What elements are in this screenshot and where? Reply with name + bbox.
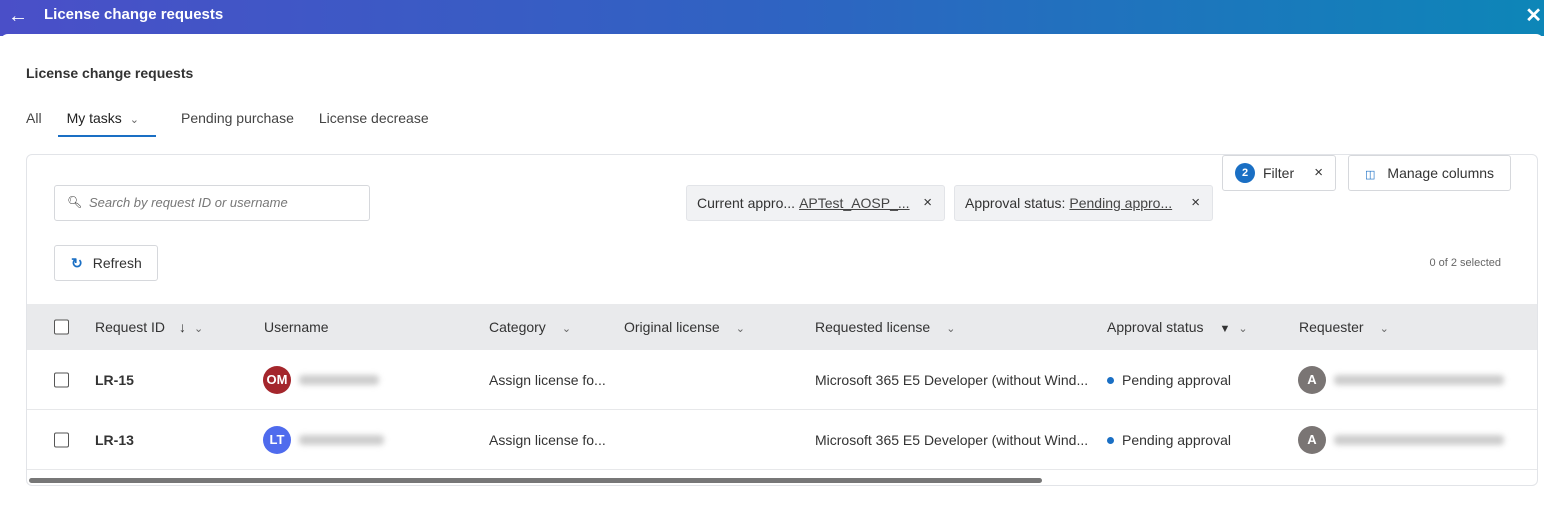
redacted-requester	[1334, 434, 1504, 445]
content-panel	[0, 34, 1544, 514]
chip-value[interactable]: APTest_AOSP_...	[799, 195, 910, 211]
avatar: OM	[263, 365, 291, 394]
column-label: Requested license	[815, 319, 931, 335]
close-icon[interactable]: ×	[923, 194, 932, 211]
table-row[interactable]: LR-13 LT Assign license fo... Microsoft …	[27, 410, 1537, 470]
tab-label: My tasks	[66, 110, 122, 126]
column-header-approval-status[interactable]: Approval status ▼ ⌄	[1107, 319, 1248, 335]
status-text: Pending approval	[1122, 371, 1231, 388]
tab-bar: All My tasks ⌄ Pending purchase License d…	[26, 108, 454, 137]
refresh-button[interactable]: ↻ Refresh	[54, 245, 158, 281]
chevron-down-icon[interactable]: ⌄	[1238, 323, 1248, 335]
column-label: Original license	[624, 319, 720, 335]
chevron-down-icon[interactable]: ⌄	[561, 323, 572, 335]
column-label: Requester	[1299, 319, 1364, 335]
requested-license-cell: Microsoft 365 E5 Developer (without Wind…	[815, 371, 1089, 388]
redacted-requester	[1334, 374, 1504, 385]
search-icon: 🔍︎	[67, 195, 83, 209]
chevron-down-icon[interactable]: ⌄	[735, 323, 745, 335]
chevron-down-icon[interactable]: ⌄	[946, 323, 956, 335]
table-header: Request ID ↓ ⌄ Username Category ⌄ Original…	[27, 304, 1537, 350]
avatar: A	[1298, 425, 1326, 454]
category-cell: Assign license fo...	[489, 371, 606, 388]
search-placeholder: Search by request ID or username	[89, 195, 288, 210]
filter-chip-current-approver[interactable]: Current appro... APTest_AOSP_... ×	[686, 185, 945, 221]
select-all-checkbox[interactable]	[54, 319, 69, 335]
column-header-original-license[interactable]: Original license ⌄	[624, 319, 745, 335]
status-dot	[1107, 377, 1114, 385]
column-header-username[interactable]: Username	[264, 319, 329, 335]
close-icon[interactable]: ×	[1191, 194, 1200, 211]
requests-card: 🔍︎ Search by request ID or username Curre…	[26, 154, 1538, 486]
avatar: A	[1298, 365, 1326, 394]
table-row[interactable]: LR-15 OM Assign license fo... Microsoft …	[27, 350, 1537, 410]
manage-columns-label: Manage columns	[1387, 165, 1495, 181]
chevron-down-icon: ⌄	[129, 114, 140, 126]
row-checkbox[interactable]	[54, 372, 69, 387]
request-id[interactable]: LR-13	[95, 431, 134, 448]
status-text: Pending approval	[1122, 431, 1231, 448]
column-label: Approval status	[1107, 319, 1204, 335]
requester-cell: A	[1298, 425, 1504, 454]
refresh-label: Refresh	[92, 255, 142, 271]
tab-license-decrease[interactable]: License decrease	[318, 110, 429, 126]
status-dot	[1107, 437, 1114, 445]
column-header-requester[interactable]: Requester ⌄	[1299, 319, 1389, 335]
avatar: LT	[263, 425, 291, 454]
sort-down-icon[interactable]: ↓	[179, 319, 187, 335]
search-input[interactable]: 🔍︎ Search by request ID or username	[54, 185, 370, 221]
header-title: License change requests	[44, 6, 224, 23]
username-cell: LT	[263, 425, 384, 454]
chevron-down-icon[interactable]: ⌄	[1379, 323, 1389, 335]
requester-cell: A	[1298, 365, 1504, 394]
arrow-left-icon[interactable]: ←	[8, 5, 28, 27]
chevron-down-icon[interactable]: ⌄	[194, 323, 204, 335]
column-header-requested-license[interactable]: Requested license ⌄	[815, 319, 955, 335]
tab-pending-purchase[interactable]: Pending purchase	[181, 110, 294, 126]
filter-icon[interactable]: ▼	[1219, 323, 1231, 335]
chip-value[interactable]: Pending appro...	[1069, 195, 1173, 211]
status-cell: Pending approval	[1107, 372, 1231, 388]
row-checkbox[interactable]	[54, 432, 69, 447]
column-label: Category	[489, 319, 546, 335]
column-label: Request ID	[95, 319, 166, 335]
status-cell: Pending approval	[1107, 432, 1231, 448]
column-header-category[interactable]: Category ⌄	[489, 319, 571, 335]
tab-all[interactable]: All	[26, 110, 42, 126]
chip-label: Approval status:	[965, 195, 1066, 211]
close-icon[interactable]: ✕	[1525, 5, 1542, 27]
refresh-icon: ↻	[71, 255, 83, 271]
horizontal-scrollbar[interactable]	[29, 478, 1042, 483]
tab-my-tasks[interactable]: My tasks ⌄	[57, 108, 157, 137]
close-icon[interactable]: ×	[1314, 164, 1323, 181]
request-id[interactable]: LR-15	[95, 371, 134, 388]
page-title: License change requests	[26, 65, 194, 81]
header-bar: ← License change requests ✕	[0, 0, 1544, 36]
filter-button[interactable]: 2 Filter ×	[1222, 155, 1336, 191]
filter-chip-approval-status[interactable]: Approval status: Pending appro... ×	[954, 185, 1213, 221]
redacted-username	[299, 434, 384, 445]
username-cell: OM	[263, 365, 379, 394]
selection-count: 0 of 2 selected	[1429, 257, 1501, 269]
filter-count-badge: 2	[1235, 162, 1255, 183]
columns-icon: ◫	[1365, 169, 1376, 181]
redacted-username	[299, 374, 379, 385]
column-header-request-id[interactable]: Request ID ↓ ⌄	[95, 319, 203, 335]
category-cell: Assign license fo...	[489, 431, 606, 448]
requested-license-cell: Microsoft 365 E5 Developer (without Wind…	[815, 431, 1089, 448]
filter-label: Filter	[1263, 165, 1295, 181]
chip-label: Current appro...	[697, 195, 796, 211]
manage-columns-button[interactable]: ◫ Manage columns	[1348, 155, 1511, 191]
